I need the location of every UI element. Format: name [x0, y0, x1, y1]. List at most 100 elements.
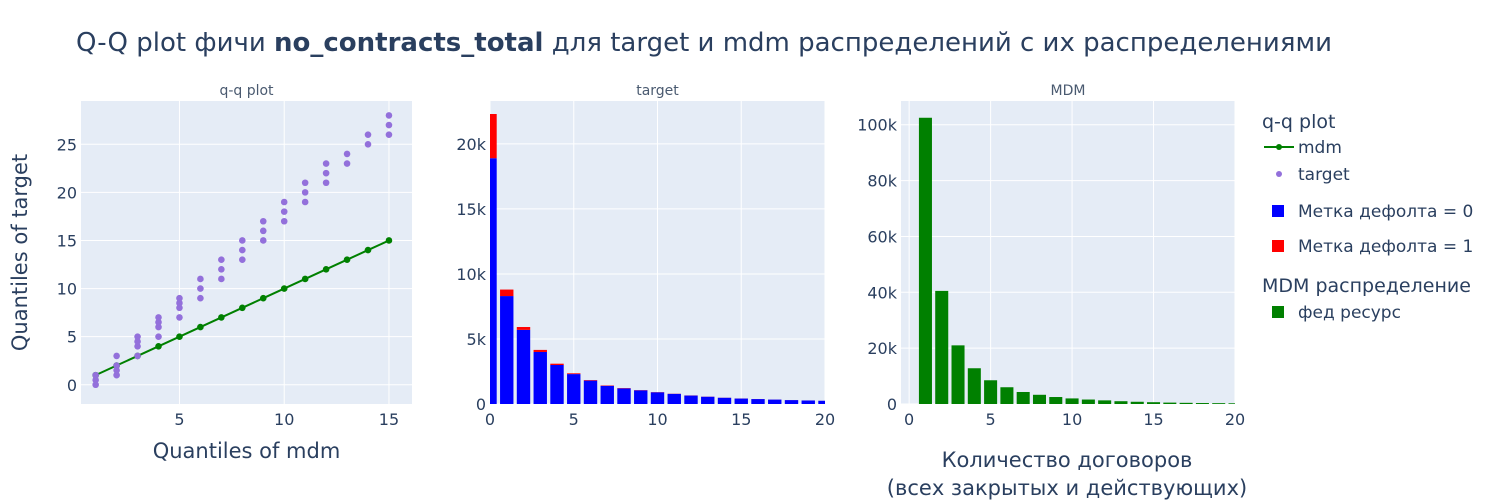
- legend-item-fed[interactable]: фед ресурс: [1272, 303, 1401, 323]
- y-tick-label: 25: [57, 135, 77, 154]
- legend-label-mdm: mdm: [1298, 138, 1342, 158]
- subplot-title: MDM: [1051, 83, 1086, 99]
- point-target: [365, 131, 372, 138]
- point-mdm: [197, 324, 204, 331]
- y-tick-label: 0: [476, 395, 486, 414]
- point-target: [323, 170, 330, 177]
- bar-label0: [651, 392, 664, 404]
- x-tick-label: 10: [1062, 410, 1082, 429]
- point-target: [239, 247, 246, 254]
- y-tick-label: 40k: [867, 283, 897, 302]
- point-target: [134, 353, 141, 360]
- point-target: [386, 112, 393, 119]
- point-mdm: [323, 266, 330, 273]
- y-tick-label: 0: [67, 376, 77, 395]
- bar-label0: [500, 296, 513, 404]
- point-target: [365, 141, 372, 148]
- bar-label1: [500, 290, 513, 297]
- bar-fed: [1049, 397, 1062, 404]
- bar-fed: [1114, 401, 1127, 404]
- point-target: [197, 295, 204, 302]
- bar-label0: [751, 399, 764, 404]
- y-tick-label: 60k: [867, 227, 897, 246]
- legend-item-mdm[interactable]: mdm: [1264, 138, 1342, 158]
- bar-fed: [1000, 387, 1013, 404]
- point-mdm: [155, 343, 162, 350]
- point-target: [260, 218, 267, 225]
- bar-fed: [1180, 403, 1193, 404]
- x-tick-label: 5: [569, 410, 579, 429]
- point-target: [134, 333, 141, 340]
- point-target: [323, 179, 330, 186]
- legend-item-target[interactable]: target: [1276, 165, 1350, 185]
- point-target: [302, 189, 309, 196]
- legend-label-target: target: [1298, 165, 1350, 185]
- y-tick-label: 10k: [456, 265, 486, 284]
- bar-fed: [1147, 402, 1160, 404]
- y-tick-label: 20: [57, 183, 77, 202]
- point-target: [302, 199, 309, 206]
- subplot-title: q-q plot: [219, 83, 274, 99]
- x-tick-label: 15: [731, 410, 751, 429]
- y-tick-label: 5k: [467, 330, 487, 349]
- bar-fed: [919, 118, 932, 404]
- point-target: [218, 266, 225, 273]
- x-tick-label: 10: [274, 410, 294, 429]
- y-tick-label: 100k: [857, 116, 898, 135]
- bar-label0: [601, 386, 614, 404]
- bar-label0: [668, 394, 681, 404]
- bar-label1: [490, 114, 497, 158]
- point-target: [323, 160, 330, 167]
- bar-label1: [584, 380, 597, 381]
- point-target: [197, 276, 204, 283]
- legend-marker-mdm: [1276, 144, 1282, 150]
- bar-label0: [818, 401, 825, 404]
- figure-title: Q-Q plot фичи no_contracts_total для tar…: [76, 28, 1332, 58]
- x-axis-label: Quantiles of mdm: [153, 439, 341, 463]
- y-tick-label: 15: [57, 231, 77, 250]
- point-target: [260, 228, 267, 235]
- y-tick-label: 5: [67, 328, 77, 347]
- point-target: [281, 208, 288, 215]
- bar-label0: [701, 397, 714, 404]
- bar-label0: [534, 352, 547, 404]
- x-tick-label: 0: [485, 410, 495, 429]
- legend-group-mdm-title: MDM распределение: [1262, 275, 1471, 297]
- bar-fed: [1163, 403, 1176, 404]
- bar-fed: [1017, 392, 1030, 404]
- bar-fed: [1098, 400, 1111, 404]
- point-target: [155, 314, 162, 321]
- bar-fed: [984, 380, 997, 404]
- bar-label0: [718, 398, 731, 404]
- bar-fed: [1082, 400, 1095, 404]
- bar-label0: [490, 158, 497, 404]
- legend-item-label0[interactable]: Метка дефолта = 0: [1272, 202, 1473, 222]
- bar-fed: [935, 291, 948, 404]
- point-mdm: [344, 256, 351, 263]
- plot-area: [901, 101, 1235, 404]
- legend-label-label0: Метка дефолта = 0: [1298, 202, 1473, 222]
- point-target: [92, 372, 99, 379]
- point-target: [281, 199, 288, 206]
- bar-label0: [584, 381, 597, 404]
- legend-group-qq-title: q-q plot: [1262, 111, 1335, 133]
- bar-label1: [567, 373, 580, 374]
- x-tick-label: 10: [647, 410, 667, 429]
- x-tick-label: 5: [986, 410, 996, 429]
- bar-label0: [785, 400, 798, 404]
- bar-fed: [1228, 403, 1235, 404]
- point-target: [218, 276, 225, 283]
- point-target: [239, 256, 246, 263]
- legend-item-label1[interactable]: Метка дефолта = 1: [1272, 237, 1473, 257]
- point-target: [344, 160, 351, 167]
- x-tick-label: 5: [174, 410, 184, 429]
- point-target: [197, 285, 204, 292]
- point-mdm: [239, 305, 246, 312]
- bar-fed: [1131, 402, 1144, 404]
- bar-label0: [550, 365, 563, 404]
- point-mdm: [281, 285, 288, 292]
- legend-swatch-label1: [1272, 240, 1284, 252]
